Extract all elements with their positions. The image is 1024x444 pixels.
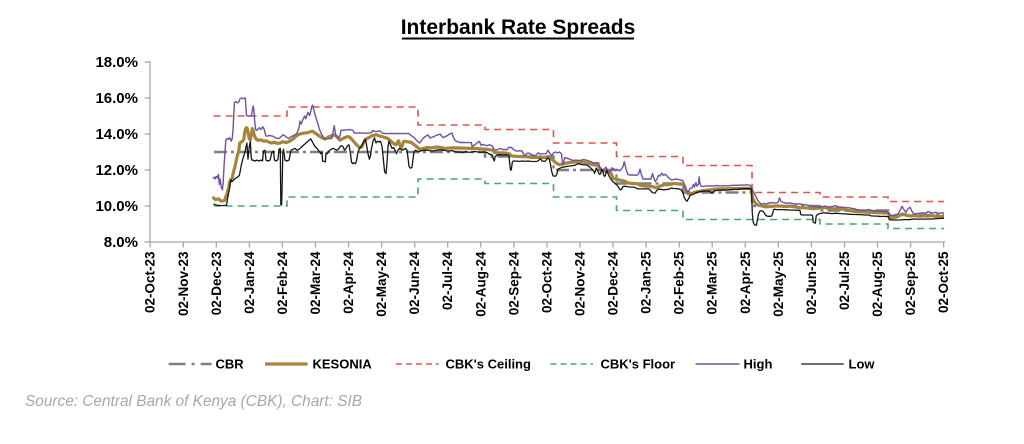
svg-text:02-Aug-25: 02-Aug-25 xyxy=(870,251,885,317)
svg-text:12.0%: 12.0% xyxy=(95,162,138,179)
svg-text:02-Jun-24: 02-Jun-24 xyxy=(407,251,422,315)
svg-text:02-Oct-24: 02-Oct-24 xyxy=(539,251,554,313)
svg-text:10.0%: 10.0% xyxy=(95,198,138,215)
svg-text:02-Nov-23: 02-Nov-23 xyxy=(176,251,191,316)
svg-text:02-Oct-25: 02-Oct-25 xyxy=(936,251,951,313)
svg-text:02-Apr-24: 02-Apr-24 xyxy=(341,251,356,314)
svg-text:Source: Central Bank of Kenya: Source: Central Bank of Kenya (CBK), Cha… xyxy=(25,393,362,410)
svg-text:02-Mar-25: 02-Mar-25 xyxy=(705,251,720,315)
svg-text:02-Apr-25: 02-Apr-25 xyxy=(738,251,753,314)
svg-text:16.0%: 16.0% xyxy=(95,90,138,107)
svg-text:High: High xyxy=(744,357,773,372)
svg-text:02-Nov-24: 02-Nov-24 xyxy=(573,251,588,316)
svg-text:02-Sep-24: 02-Sep-24 xyxy=(506,251,521,315)
svg-text:02-May-24: 02-May-24 xyxy=(374,251,389,317)
svg-text:02-Aug-24: 02-Aug-24 xyxy=(473,251,488,317)
svg-text:02-Jan-25: 02-Jan-25 xyxy=(639,251,654,314)
svg-text:Low: Low xyxy=(849,357,876,372)
svg-text:CBK's Ceiling: CBK's Ceiling xyxy=(446,357,531,372)
svg-text:02-Dec-24: 02-Dec-24 xyxy=(606,251,621,315)
svg-text:02-Feb-25: 02-Feb-25 xyxy=(672,251,687,315)
svg-text:14.0%: 14.0% xyxy=(95,126,138,143)
svg-text:CBK's Floor: CBK's Floor xyxy=(601,357,676,372)
svg-text:8.0%: 8.0% xyxy=(104,234,138,251)
svg-text:02-Dec-23: 02-Dec-23 xyxy=(209,251,224,315)
svg-text:02-Oct-23: 02-Oct-23 xyxy=(143,251,158,313)
svg-text:02-Jul-24: 02-Jul-24 xyxy=(440,251,455,310)
svg-text:02-Sep-25: 02-Sep-25 xyxy=(903,251,918,315)
svg-text:02-Jun-25: 02-Jun-25 xyxy=(804,251,819,315)
svg-text:18.0%: 18.0% xyxy=(95,54,138,71)
svg-text:KESONIA: KESONIA xyxy=(313,357,373,372)
svg-text:02-Jan-24: 02-Jan-24 xyxy=(242,251,257,314)
svg-text:Interbank Rate Spreads: Interbank Rate Spreads xyxy=(401,16,636,39)
svg-text:CBR: CBR xyxy=(216,357,245,372)
svg-text:02-Mar-24: 02-Mar-24 xyxy=(308,251,323,315)
svg-text:02-May-25: 02-May-25 xyxy=(771,251,786,317)
svg-text:02-Jul-25: 02-Jul-25 xyxy=(837,251,852,310)
svg-text:02-Feb-24: 02-Feb-24 xyxy=(275,251,290,315)
